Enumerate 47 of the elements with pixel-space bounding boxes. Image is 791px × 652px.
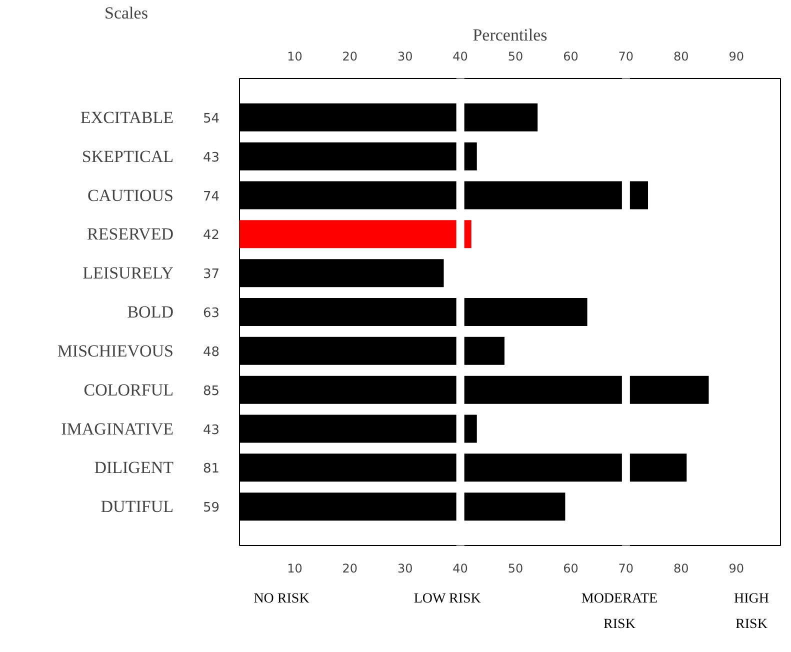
y-tick-label: IMAGINATIVE — [61, 419, 174, 438]
x2-tick-label: 50 — [508, 562, 524, 576]
x2-axis-title: Percentiles — [472, 26, 548, 44]
text: LOW RISK — [414, 592, 481, 606]
data-label: 63 — [202, 306, 220, 321]
y-tick-label: DILIGENT — [94, 458, 174, 478]
data-label: 43 — [202, 422, 220, 438]
y-tick-label: EXCITABLE — [80, 108, 174, 127]
x2-tick-label: 80 — [674, 562, 689, 576]
text: HIGH RISK — [734, 592, 770, 632]
y-tick-label: SKEPTICAL — [82, 146, 174, 166]
data-label: 59 — [202, 500, 220, 516]
y-tick-label: LEISURELY — [82, 264, 174, 283]
x2-tick-label: 90 — [728, 562, 744, 576]
data-label: 85 — [202, 384, 220, 399]
data-label: 43 — [202, 150, 220, 166]
x-tick-label: 10 — [287, 50, 302, 64]
x2-tick-label: 20 — [342, 562, 358, 576]
data-label: 48 — [202, 344, 220, 360]
x-tick-label: 90 — [728, 50, 744, 64]
x2-tick-label: 60 — [563, 562, 578, 576]
bar — [240, 220, 472, 248]
x-tick-label: 20 — [342, 50, 358, 64]
x-tick-label: 70 — [618, 50, 634, 64]
y-tick-label: CAUTIOUS — [88, 186, 174, 205]
y-tick-label: MISCHIEVOUS — [57, 341, 174, 360]
x2-tick-label: 30 — [397, 562, 413, 576]
data-label: 54 — [202, 111, 220, 126]
y-tick-label: DUTIFUL — [100, 497, 174, 516]
data-label: 42 — [202, 228, 220, 244]
text: NO RISK — [254, 592, 310, 606]
x-tick-label: 80 — [674, 50, 689, 64]
x2-tick-label: 70 — [618, 562, 634, 576]
text: MODERATE RISK — [581, 592, 658, 632]
x-tick-label: 40 — [452, 50, 468, 64]
x-tick-label: 30 — [397, 50, 413, 64]
y-tick-label: BOLD — [127, 302, 174, 322]
x-tick-label: 50 — [508, 50, 524, 64]
y-tick-label: RESERVED — [87, 224, 174, 244]
x-tick-label: 60 — [563, 50, 578, 64]
x2-tick-label: 10 — [287, 562, 302, 576]
data-label: 37 — [202, 267, 220, 282]
data-label: 81 — [202, 462, 220, 477]
y-tick-label: COLORFUL — [84, 380, 174, 400]
y-axis-title: Scales — [104, 4, 148, 22]
data-label: 74 — [202, 189, 220, 204]
x2-tick-label: 40 — [452, 562, 468, 576]
